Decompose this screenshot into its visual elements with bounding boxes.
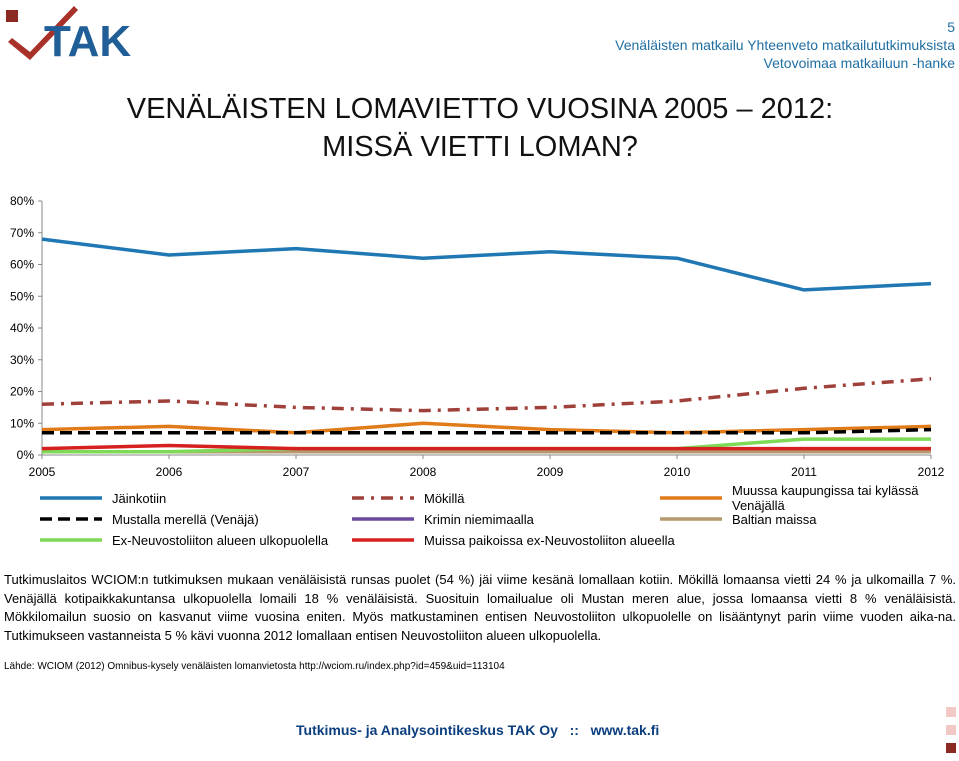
legend-item: Muissa paikoissa ex-Neuvostoliiton aluee… [352, 530, 675, 550]
series-line-4 [42, 427, 932, 435]
legend-swatch [352, 496, 414, 500]
legend-item: Krimin niemimaalla [352, 509, 534, 529]
y-tick-label: 60% [10, 258, 34, 272]
x-tick-label: 2009 [537, 465, 564, 479]
title-line-2: MISSÄ VIETTI LOMAN? [322, 131, 638, 163]
legend-swatch [40, 538, 102, 542]
y-tick-label: 20% [10, 385, 34, 399]
checkmark-icon [8, 6, 78, 60]
series-line-2 [41, 377, 932, 413]
x-tick-label: 2012 [918, 465, 945, 479]
legend-item: Ex-Neuvostoliiton alueen ulkopuolella [40, 530, 328, 550]
legend-label: Krimin niemimaalla [424, 511, 534, 527]
header-line-1: Venäläisten matkailu Yhteenveto matkailu… [615, 37, 955, 53]
square-icon [946, 743, 956, 753]
legend-swatch [660, 496, 722, 500]
y-tick-label: 10% [10, 416, 34, 430]
legend-item: Mökillä [352, 488, 464, 508]
y-tick-label: 30% [10, 353, 34, 367]
logo-text: TAK [44, 17, 131, 64]
title-line-1: VENÄLÄISTEN LOMAVIETTO VUOSINA 2005 – 20… [126, 93, 834, 125]
header-info: 5 Venäläisten matkailu Yhteenveto matkai… [615, 18, 955, 72]
logo-square-icon [6, 10, 18, 22]
decorative-squares [946, 707, 956, 761]
series-line-1 [41, 237, 932, 292]
page-title: VENÄLÄISTEN LOMAVIETTO VUOSINA 2005 – 20… [60, 90, 900, 166]
line-chart: 0% 10% 20% 30% 40% 50% 60% 70% 80% 2005 2006 2007 20… [10, 194, 945, 479]
legend-item: Muussa kaupungissa tai kylässä Venäjällä [660, 483, 959, 513]
legend-swatch [660, 517, 722, 521]
footer-text: Tutkimus- ja Analysointikeskus TAK Oy ::… [296, 722, 660, 738]
legend-item: Jäinkotiin [40, 488, 166, 508]
y-tick-label: 80% [10, 194, 34, 208]
legend-label: Mökillä [424, 490, 465, 506]
source-note: Lähde: WCIOM (2012) Omnibus-kysely venäl… [4, 661, 505, 672]
legend-label: Baltian maissa [732, 511, 817, 527]
tak-logo: TAK [6, 6, 131, 64]
series-line-8 [41, 443, 931, 451]
header-line-2: Vetovoimaa matkailuun -hanke [763, 55, 955, 71]
legend-label: Mustalla merellä (Venäjä) [112, 511, 259, 527]
legend-item: Mustalla merellä (Venäjä) [40, 509, 259, 529]
legend-swatch [352, 538, 414, 542]
page-number: 5 [947, 19, 955, 35]
y-tick-label: 70% [10, 226, 34, 240]
x-tick-label: 2006 [156, 465, 183, 479]
legend-label: Muussa kaupungissa tai kylässä Venäjällä [732, 483, 919, 513]
series-line-3 [41, 421, 932, 435]
legend-label: Jäinkotiin [112, 490, 167, 506]
legend-item: Baltian maissa [660, 509, 817, 529]
x-tick-label: 2008 [410, 465, 437, 479]
description-paragraph: Tutkimuslaitos WCIOM:n tutkimuksen mukaa… [4, 572, 956, 643]
chart-legend: Jäinkotiin Mökillä Muussa kaupungissa tai … [0, 483, 959, 552]
square-icon [946, 725, 956, 735]
legend-swatch [40, 496, 102, 500]
square-icon [946, 707, 956, 717]
x-tick-label: 2010 [664, 465, 691, 479]
y-tick-label: 0% [17, 448, 35, 462]
x-tick-label: 2007 [283, 465, 310, 479]
legend-swatch [40, 517, 102, 521]
y-tick-label: 40% [10, 321, 34, 335]
x-tick-label: 2005 [29, 465, 56, 479]
legend-label: Muissa paikoissa ex-Neuvostoliiton aluee… [424, 532, 675, 548]
legend-swatch [352, 517, 414, 521]
y-tick-label: 50% [10, 289, 34, 303]
legend-label: Ex-Neuvostoliiton alueen ulkopuolella [112, 532, 329, 548]
x-tick-label: 2011 [791, 465, 817, 479]
